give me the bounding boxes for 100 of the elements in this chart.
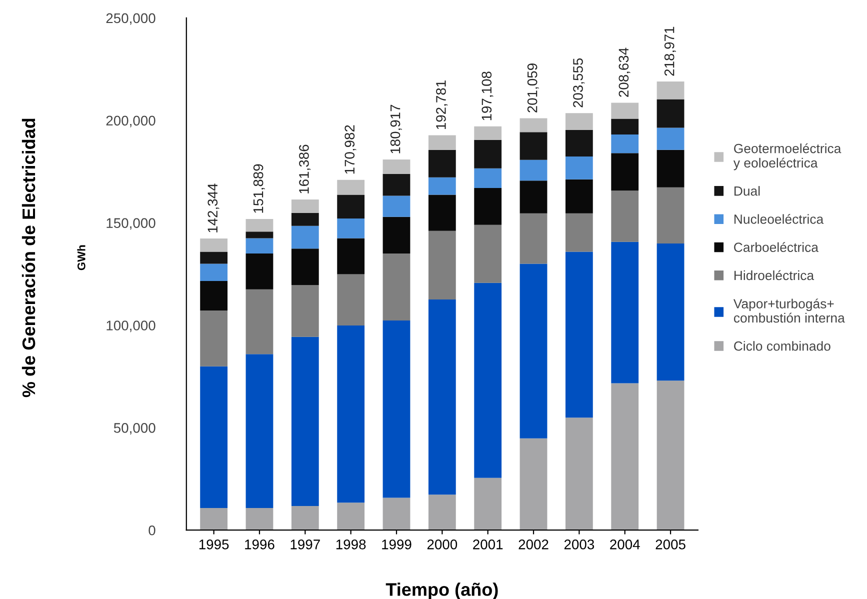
bar	[428, 177, 456, 195]
bar	[337, 502, 365, 530]
x-tick-label: 1999	[382, 540, 412, 550]
bar	[337, 180, 365, 195]
bar	[656, 187, 684, 244]
bar	[291, 212, 319, 226]
x-tick-label: 1998	[336, 540, 366, 550]
bar	[520, 438, 548, 530]
x-tick-label: 2002	[518, 540, 548, 550]
y-tick-label: 150,000	[106, 218, 156, 230]
bar	[382, 498, 410, 530]
total-label: 180,917	[390, 104, 402, 154]
bar	[611, 153, 639, 191]
bar	[474, 126, 502, 140]
bar	[611, 102, 639, 119]
y-tick-label: 100,000	[106, 320, 156, 332]
bar	[200, 366, 228, 508]
bar	[246, 232, 274, 238]
bar	[656, 380, 684, 530]
bar	[656, 128, 684, 150]
bar	[246, 254, 274, 290]
y-tick-label: 200,000	[106, 116, 156, 128]
y-axis-title: % de Generación de Electricidad	[22, 118, 36, 398]
bar	[246, 354, 274, 508]
bar	[200, 252, 228, 264]
x-axis-title: Tiempo (año)	[386, 582, 498, 599]
total-label: 161,386	[299, 144, 311, 194]
bar	[474, 188, 502, 225]
bar	[291, 336, 319, 506]
bar	[474, 140, 502, 168]
legend-label: Dual	[734, 186, 760, 196]
bar	[428, 194, 456, 231]
total-label: 197,108	[482, 72, 494, 120]
text: GWh	[77, 245, 86, 270]
bar	[565, 179, 593, 214]
total-label: 142,344	[208, 184, 220, 232]
bar	[611, 190, 639, 242]
bar	[291, 248, 319, 286]
y-tick-label: 50,000	[114, 423, 156, 434]
bar	[337, 325, 365, 503]
x-tick-label: 2005	[656, 540, 686, 550]
total-label: 218,971	[664, 26, 676, 76]
bar	[337, 218, 365, 238]
y-tick-label: 0	[148, 525, 156, 536]
bar	[428, 230, 456, 300]
bar	[656, 82, 684, 100]
total-label: 208,634	[618, 48, 630, 97]
bar	[291, 506, 319, 530]
y-tick-label: 250,000	[106, 13, 156, 25]
legend-label: Geotermoeléctrica y eoloeléctrica	[733, 143, 842, 170]
x-tick-label: 1996	[245, 540, 274, 550]
x-tick-label: 1997	[290, 540, 320, 550]
bar	[474, 282, 502, 478]
bar	[520, 160, 548, 181]
bar	[428, 135, 456, 150]
legend-label: Carboeléctrica	[734, 242, 818, 252]
bar	[428, 299, 456, 495]
bar	[656, 99, 684, 128]
bar	[565, 418, 593, 530]
bar	[656, 244, 684, 381]
bar	[246, 289, 274, 354]
bar	[291, 200, 319, 213]
bar	[291, 285, 319, 337]
total-label: 170,982	[344, 125, 356, 174]
bar	[474, 168, 502, 188]
bar	[428, 150, 456, 178]
bar	[246, 238, 274, 254]
total-label: 192,781	[436, 80, 448, 130]
bar	[337, 194, 365, 219]
total-label: 151,889	[253, 164, 265, 213]
bar	[611, 134, 639, 154]
bar	[565, 252, 593, 418]
bar	[200, 508, 228, 530]
bar	[611, 383, 639, 530]
bar	[565, 130, 593, 156]
bar	[428, 494, 456, 530]
bar	[337, 274, 365, 326]
bar	[246, 508, 274, 530]
legend-label: Nucleoeléctrica	[734, 214, 824, 224]
bar	[200, 310, 228, 366]
bar	[565, 156, 593, 180]
bar	[520, 264, 548, 438]
bar	[382, 320, 410, 498]
bar	[474, 478, 502, 530]
bar	[474, 224, 502, 283]
bar	[200, 264, 228, 282]
bar	[200, 238, 228, 252]
bar	[611, 118, 639, 135]
bar	[520, 213, 548, 264]
bar	[382, 174, 410, 196]
bar	[291, 226, 319, 249]
bar	[382, 254, 410, 321]
x-tick-label: 2003	[564, 540, 594, 550]
x-tick-label: 2001	[473, 540, 503, 550]
bar	[337, 238, 365, 274]
bar	[382, 216, 410, 254]
bar	[382, 196, 410, 217]
bar	[611, 242, 639, 384]
x-tick-label: 1995	[199, 540, 229, 550]
bar	[200, 281, 228, 311]
